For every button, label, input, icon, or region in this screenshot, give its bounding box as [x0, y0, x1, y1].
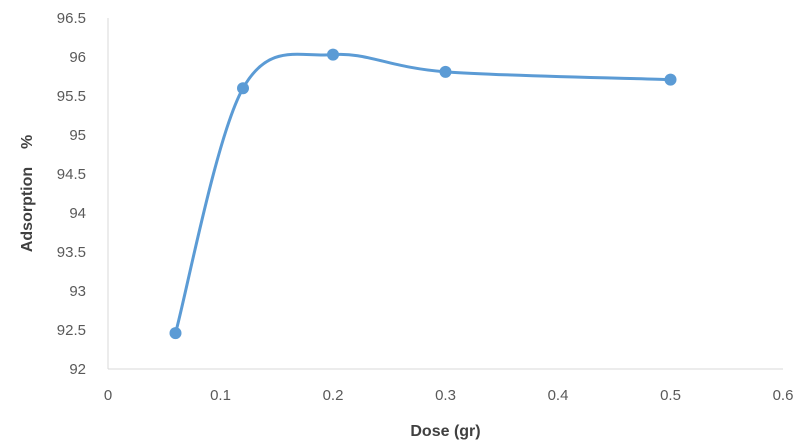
y-tick-label: 96.5: [57, 10, 86, 27]
data-point: [664, 73, 677, 86]
x-tick-label: 0.6: [773, 387, 794, 404]
y-axis-title: Adsorption %: [19, 135, 36, 252]
x-tick-label: 0.1: [210, 387, 231, 404]
series-markers: [169, 48, 677, 340]
x-tick-label: 0: [104, 387, 112, 404]
x-tick-label: 0.4: [548, 387, 569, 404]
y-tick-label: 92: [69, 361, 86, 378]
x-tick-label: 0.5: [660, 387, 681, 404]
x-tick-label: 0.3: [435, 387, 456, 404]
x-tick-label: 0.2: [323, 387, 344, 404]
y-tick-label: 93: [69, 283, 86, 300]
y-tick-label: 95.5: [57, 88, 86, 105]
series-line: [174, 52, 672, 335]
y-tick-label: 95: [69, 127, 86, 144]
y-tick-label: 94.5: [57, 166, 86, 183]
y-tick-label: 93.5: [57, 244, 86, 261]
y-tick-label: 94: [69, 205, 86, 222]
data-point: [237, 82, 249, 95]
y-tick-label: 92.5: [57, 322, 86, 339]
y-tick-labels: 92 92.5 93 93.5 94 94.5 95 95.5 96 96.5: [57, 10, 86, 378]
data-point: [169, 327, 182, 340]
y-tick-label: 96: [69, 49, 86, 66]
data-point: [439, 65, 452, 78]
data-point: [327, 48, 339, 61]
x-axis-title: Dose (gr): [410, 423, 480, 440]
x-tick-labels: 0 0.1 0.2 0.3 0.4 0.5 0.6: [104, 387, 794, 404]
